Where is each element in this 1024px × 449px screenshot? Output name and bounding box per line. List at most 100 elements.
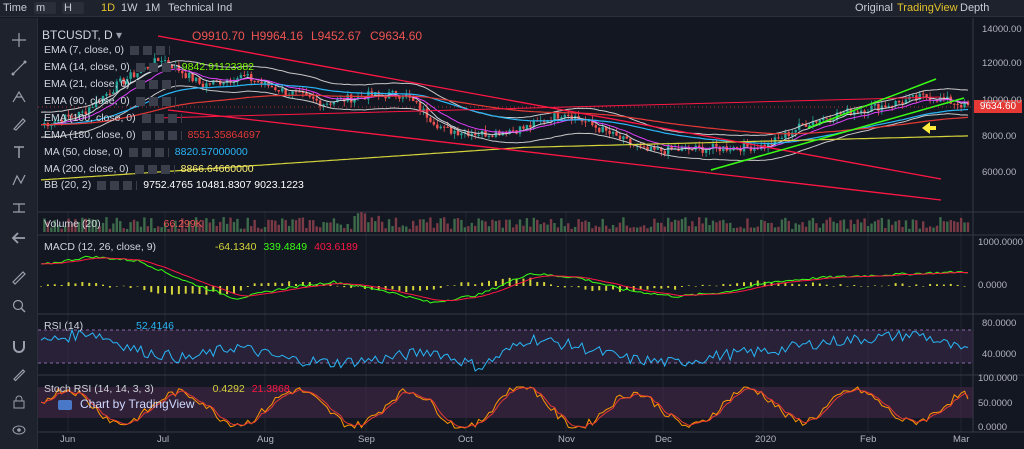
candle-body bbox=[177, 64, 181, 71]
lock-icon[interactable] bbox=[9, 392, 29, 412]
candle-body bbox=[301, 91, 305, 93]
macd-histogram-bar bbox=[577, 286, 580, 288]
ruler-icon[interactable] bbox=[9, 268, 29, 288]
volume-bar bbox=[818, 227, 822, 232]
candle-body bbox=[729, 150, 732, 152]
indicator-settings-icon[interactable] bbox=[141, 130, 182, 140]
brush-icon[interactable] bbox=[9, 114, 29, 134]
candle-body bbox=[715, 143, 718, 147]
indicator-legend: EMA (180, close, 0) 8551.35864697 bbox=[44, 129, 261, 141]
volume-bar bbox=[460, 219, 463, 232]
measure-icon[interactable] bbox=[9, 198, 29, 218]
view-original[interactable]: Original bbox=[855, 2, 893, 14]
indicator-settings-icon[interactable] bbox=[128, 147, 169, 157]
candle-body bbox=[563, 114, 567, 118]
trend-line-red bbox=[167, 109, 942, 201]
hour-select[interactable]: H bbox=[62, 2, 84, 14]
price-tick-label: 14000.00 bbox=[982, 24, 1022, 35]
volume-bar bbox=[353, 216, 356, 232]
interval-1m[interactable]: 1M bbox=[145, 2, 161, 14]
candle-body bbox=[953, 103, 956, 105]
indicator-legend: MA (50, close, 0) 8820.57000000 bbox=[44, 146, 248, 158]
volume-bar bbox=[622, 217, 625, 232]
ma-50 bbox=[41, 83, 969, 145]
volume-bar bbox=[646, 228, 649, 232]
candle-body bbox=[250, 74, 253, 81]
zoom-icon[interactable] bbox=[9, 296, 29, 316]
interval-1w[interactable]: 1W bbox=[121, 2, 138, 14]
candle-body bbox=[336, 98, 339, 103]
eye-icon[interactable] bbox=[9, 420, 29, 440]
candle-body bbox=[253, 80, 256, 82]
volume-bar bbox=[312, 220, 315, 232]
indicator-settings-icon[interactable] bbox=[135, 62, 176, 72]
crosshair-icon[interactable] bbox=[9, 30, 29, 50]
volume-bar bbox=[332, 218, 336, 232]
indicator-settings-icon[interactable] bbox=[134, 164, 175, 174]
macd-histogram-bar bbox=[350, 286, 353, 288]
volume-bar bbox=[787, 221, 791, 232]
candle-body bbox=[666, 146, 670, 155]
candle-body bbox=[60, 119, 63, 123]
volume-bar bbox=[887, 219, 890, 232]
macd-histogram-bar bbox=[894, 283, 897, 286]
volume-bar bbox=[753, 227, 756, 232]
candle-body bbox=[487, 135, 491, 137]
volume-bar bbox=[174, 220, 177, 232]
macd-histogram-bar bbox=[129, 286, 132, 288]
volume-bar bbox=[629, 227, 632, 232]
candle-body bbox=[470, 133, 473, 136]
trend-line-icon[interactable] bbox=[9, 58, 29, 78]
pitchfork-icon[interactable] bbox=[9, 86, 29, 106]
indicator-value: 8820.57000000 bbox=[174, 146, 248, 158]
candle-body bbox=[859, 110, 863, 113]
stoch-d-line bbox=[40, 387, 969, 428]
indicator-settings-icon[interactable] bbox=[129, 45, 170, 55]
volume-bar bbox=[611, 224, 615, 232]
volume-bar bbox=[784, 217, 787, 232]
macd-histogram-bar bbox=[591, 286, 594, 291]
candle-body bbox=[246, 74, 249, 76]
macd-histogram-bar bbox=[260, 283, 263, 286]
macd-histogram-bar bbox=[184, 286, 187, 294]
volume-bar bbox=[518, 219, 522, 232]
text-icon[interactable] bbox=[9, 142, 29, 162]
macd-histogram-bar bbox=[612, 286, 615, 290]
volume-bar bbox=[794, 223, 797, 232]
volume-bar bbox=[863, 218, 866, 232]
view-tradingview[interactable]: TradingView bbox=[897, 2, 958, 14]
minute-select[interactable]: m bbox=[34, 2, 56, 14]
interval-1d[interactable]: 1D bbox=[101, 2, 116, 14]
candle-body bbox=[115, 81, 119, 93]
pencil-lock-icon[interactable] bbox=[9, 364, 29, 384]
macd-histogram-bar bbox=[570, 286, 573, 287]
volume-bar bbox=[94, 219, 98, 232]
candle-body bbox=[70, 116, 74, 118]
volume-bar bbox=[577, 219, 580, 232]
candle-body bbox=[832, 119, 835, 121]
view-depth[interactable]: Depth bbox=[960, 2, 990, 14]
volume-bar bbox=[529, 226, 532, 232]
technical-indicators-button[interactable]: Technical Ind bbox=[168, 2, 233, 14]
volume-bar bbox=[553, 222, 556, 232]
macd-histogram-bar bbox=[432, 286, 435, 290]
price-chart[interactable] bbox=[38, 18, 1024, 449]
indicator-settings-icon[interactable] bbox=[135, 96, 176, 106]
indicator-settings-icon[interactable] bbox=[141, 113, 182, 123]
main-pane bbox=[38, 18, 973, 212]
volume-bar bbox=[129, 222, 132, 232]
volume-bar bbox=[908, 228, 911, 232]
volume-bar bbox=[287, 225, 291, 232]
candle-body bbox=[873, 103, 877, 106]
magnet-icon[interactable] bbox=[9, 336, 29, 356]
candle-body bbox=[305, 92, 308, 95]
indicator-settings-icon[interactable] bbox=[135, 79, 176, 89]
pattern-icon[interactable] bbox=[9, 170, 29, 190]
back-arrow-icon[interactable] bbox=[9, 228, 29, 248]
macd-histogram-bar bbox=[756, 280, 759, 286]
volume-bar bbox=[291, 219, 294, 232]
volume-bar bbox=[153, 228, 156, 232]
candle-body bbox=[911, 95, 915, 97]
indicator-settings-icon[interactable] bbox=[97, 180, 138, 190]
tradingview-watermark[interactable]: Chart by TradingView bbox=[58, 397, 195, 411]
